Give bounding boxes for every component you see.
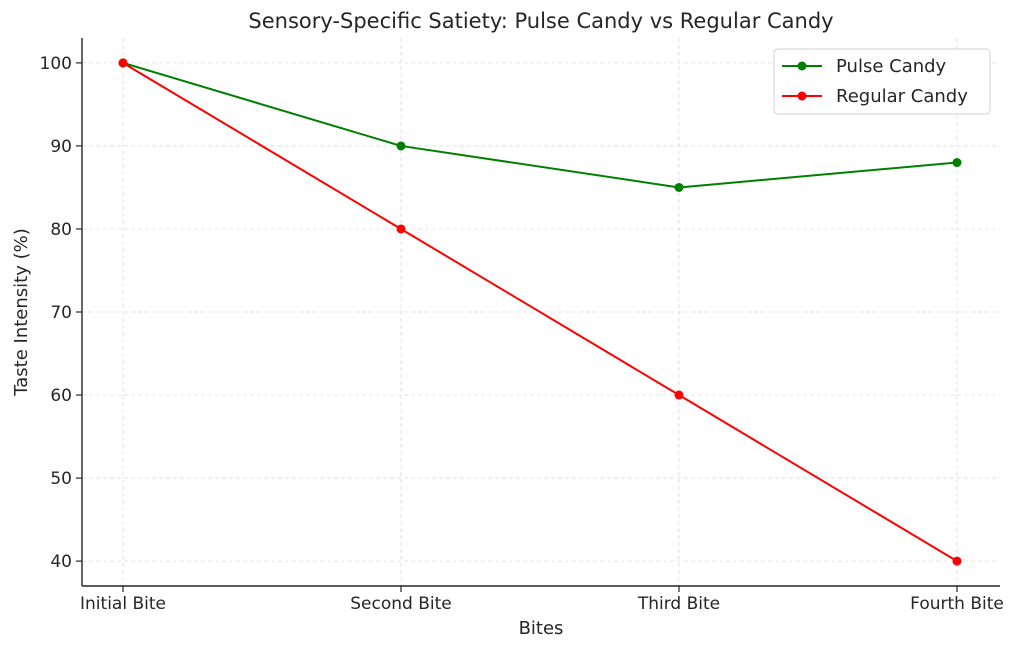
- y-tick-label: 90: [50, 137, 72, 157]
- y-tick-label: 80: [50, 220, 72, 240]
- y-tick-label: 50: [50, 469, 72, 489]
- series-line-regular-candy: [122, 62, 958, 562]
- data-point-regular-candy: [118, 58, 128, 68]
- legend-box: [773, 48, 991, 115]
- legend: Pulse Candy Regular Candy: [773, 48, 991, 115]
- data-point-regular-candy: [396, 224, 406, 234]
- legend-marker-regular-candy: [797, 91, 807, 101]
- data-point-pulse-candy: [396, 141, 406, 151]
- chart-title: Sensory-Specific Satiety: Pulse Candy vs…: [248, 9, 833, 33]
- legend-marker-pulse-candy: [797, 61, 807, 71]
- legend-label-regular-candy: Regular Candy: [836, 86, 968, 107]
- data-point-regular-candy: [674, 390, 684, 400]
- y-tick-label: 100: [40, 54, 72, 74]
- series-line-pulse-candy: [122, 61, 958, 189]
- data-point-regular-candy: [952, 556, 962, 566]
- legend-label-pulse-candy: Pulse Candy: [836, 56, 947, 77]
- data-point-pulse-candy: [674, 182, 684, 192]
- axes: [76, 38, 1000, 592]
- x-tick-label: Third Bite: [637, 594, 720, 614]
- x-tick-label: Fourth Bite: [910, 594, 1004, 614]
- x-tick-label: Initial Bite: [80, 594, 166, 614]
- x-axis-title: Bites: [519, 618, 564, 639]
- labels: 40 50 60 70 80 90 100 Initial Bite Second Bite Th…: [11, 9, 1004, 639]
- y-tick-label: 60: [50, 386, 72, 406]
- series: [118, 58, 962, 566]
- y-axis-title: Taste Intensity (%): [11, 228, 32, 397]
- y-tick-label: 40: [50, 552, 72, 572]
- x-tick-label: Second Bite: [350, 594, 451, 614]
- data-point-pulse-candy: [952, 158, 962, 168]
- y-tick-label: 70: [50, 303, 72, 323]
